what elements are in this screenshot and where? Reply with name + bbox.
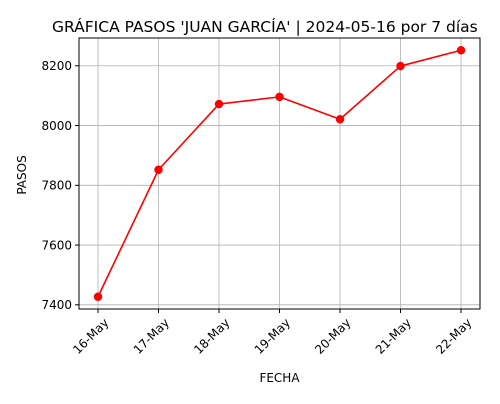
data-point <box>457 46 465 54</box>
y-tick-label: 7800 <box>41 179 72 193</box>
y-tick-label: 8000 <box>41 119 72 133</box>
y-axis-label: PASOS <box>15 155 29 194</box>
x-axis-label: FECHA <box>259 371 300 385</box>
data-point <box>94 293 102 301</box>
y-tick-label: 8200 <box>41 59 72 73</box>
y-tick-label: 7400 <box>41 298 72 312</box>
data-point <box>155 166 163 174</box>
y-tick-label: 7600 <box>41 238 72 252</box>
chart-title: GRÁFICA PASOS 'JUAN GARCÍA' | 2024-05-16… <box>52 17 478 36</box>
data-point <box>336 115 344 123</box>
data-point <box>276 93 284 101</box>
data-point <box>215 100 223 108</box>
data-point <box>397 62 405 70</box>
